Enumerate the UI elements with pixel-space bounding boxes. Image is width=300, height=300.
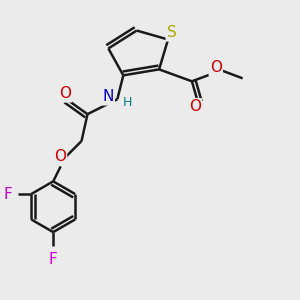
Text: O: O — [210, 60, 222, 75]
Text: O: O — [54, 149, 66, 164]
Text: S: S — [167, 26, 176, 40]
Text: O: O — [189, 99, 201, 114]
Text: F: F — [49, 251, 58, 266]
Text: F: F — [3, 187, 12, 202]
Text: O: O — [59, 86, 71, 101]
Text: N: N — [102, 89, 114, 104]
Text: H: H — [123, 96, 132, 109]
